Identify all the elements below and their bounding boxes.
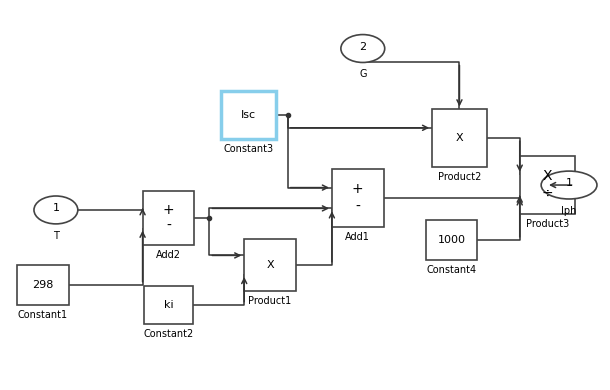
Text: X: X [542, 169, 552, 183]
Text: Product2: Product2 [438, 172, 481, 182]
Text: 1: 1 [52, 203, 59, 213]
Bar [221, 91, 276, 139]
Text: Add1: Add1 [345, 232, 370, 242]
Text: Product3: Product3 [525, 219, 569, 229]
Text: T: T [53, 231, 59, 241]
Text: Constant3: Constant3 [223, 144, 273, 154]
Bar [432, 109, 487, 167]
Text: Iph: Iph [561, 206, 576, 216]
Text: ÷: ÷ [541, 187, 553, 201]
Text: 1: 1 [565, 178, 573, 188]
Bar [143, 191, 195, 245]
Text: X: X [456, 133, 463, 143]
Text: Constant2: Constant2 [143, 328, 193, 339]
Bar [244, 239, 296, 291]
Text: Constant1: Constant1 [18, 310, 68, 319]
Text: 2: 2 [359, 41, 367, 51]
Bar [17, 265, 69, 305]
Text: Add2: Add2 [156, 250, 181, 260]
Ellipse shape [341, 35, 385, 62]
Text: Constant4: Constant4 [426, 265, 476, 275]
Ellipse shape [541, 171, 597, 199]
Bar [143, 286, 193, 324]
Text: G: G [359, 69, 367, 80]
Text: -: - [356, 200, 361, 214]
Text: -: - [166, 219, 171, 233]
Bar [520, 156, 575, 214]
Text: +: + [163, 203, 174, 217]
Bar [332, 169, 384, 227]
Text: 1000: 1000 [437, 235, 465, 245]
Text: +: + [352, 182, 364, 196]
Ellipse shape [34, 196, 78, 224]
Text: Isc: Isc [240, 110, 256, 120]
Text: X: X [267, 260, 274, 270]
Text: Product1: Product1 [248, 296, 292, 306]
Text: ki: ki [163, 300, 173, 310]
Bar [426, 220, 478, 260]
Text: 298: 298 [32, 280, 54, 290]
